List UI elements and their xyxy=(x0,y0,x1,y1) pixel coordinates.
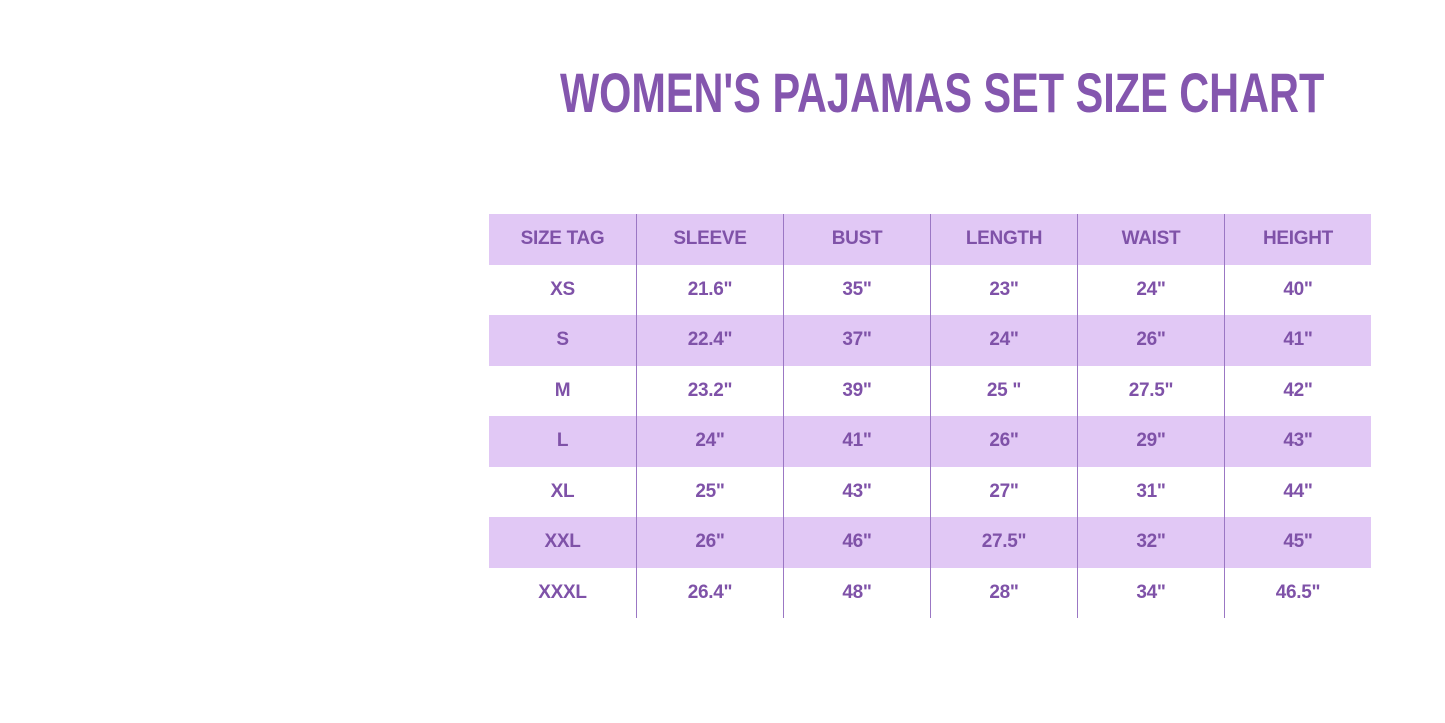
table-cell: 26" xyxy=(636,517,783,568)
table-cell: 42" xyxy=(1224,365,1371,416)
table-cell: 23.2" xyxy=(636,365,783,416)
table-cell: 28" xyxy=(930,567,1077,618)
header-cell: HEIGHT xyxy=(1224,214,1371,265)
table-cell: XL xyxy=(550,480,575,502)
table-cell: 25" xyxy=(636,466,783,517)
page-title: WOMEN'S PAJAMAS SET SIZE CHART xyxy=(560,61,1325,124)
table-cell: 45" xyxy=(1224,517,1371,568)
table-cell: 48" xyxy=(783,567,930,618)
table-cell: XS xyxy=(550,278,575,300)
header-cell: SLEEVE xyxy=(636,214,783,265)
table-cell: XXL xyxy=(544,531,581,553)
table-cell: XXXL xyxy=(538,581,587,603)
table-cell: 27.5" xyxy=(930,517,1077,568)
table-cell: 27.5" xyxy=(1077,365,1224,416)
size-table: SIZE TAG SLEEVE BUST LENGTH WAIST HEIGHT XS 21.… xyxy=(489,214,1371,618)
table-cell: 34" xyxy=(1077,567,1224,618)
table-cell: 22.4" xyxy=(636,315,783,366)
table-cell: 26" xyxy=(930,416,1077,467)
table-cell: 43" xyxy=(1224,416,1371,467)
header-row: SIZE TAG SLEEVE BUST LENGTH WAIST HEIGHT xyxy=(489,214,1371,265)
table-cell: 46.5" xyxy=(1224,567,1371,618)
table-cell: 26.4" xyxy=(636,567,783,618)
table-cell: 24" xyxy=(636,416,783,467)
table-row: S 22.4" 37" 24" 26" 41" xyxy=(489,315,1371,366)
table-cell: M xyxy=(554,379,571,401)
table-cell: 41" xyxy=(783,416,930,467)
table-row: XXL 26" 46" 27.5" 32" 45" xyxy=(489,517,1371,568)
table-cell: 26" xyxy=(1077,315,1224,366)
table-row: L 24" 41" 26" 29" 43" xyxy=(489,416,1371,467)
table-row: XS 21.6" 35" 23" 24" 40" xyxy=(489,264,1371,315)
header-cell: WAIST xyxy=(1077,214,1224,265)
table-cell: 27" xyxy=(930,466,1077,517)
table-cell: 37" xyxy=(783,315,930,366)
table-cell: 24" xyxy=(1077,264,1224,315)
table-cell: 24" xyxy=(930,315,1077,366)
table-cell: 32" xyxy=(1077,517,1224,568)
table-row: M 23.2" 39" 25 " 27.5" 42" xyxy=(489,365,1371,416)
table-cell: 46" xyxy=(783,517,930,568)
table-cell: 41" xyxy=(1224,315,1371,366)
table-cell: 44" xyxy=(1224,466,1371,517)
header-cell: LENGTH xyxy=(930,214,1077,265)
table-cell: 31" xyxy=(1077,466,1224,517)
table-cell: S xyxy=(556,329,569,351)
table-cell: 40" xyxy=(1224,264,1371,315)
table-row: XXXL 26.4" 48" 28" 34" 46.5" xyxy=(489,567,1371,618)
table-cell: 21.6" xyxy=(636,264,783,315)
table-cell: 29" xyxy=(1077,416,1224,467)
table-cell: 43" xyxy=(783,466,930,517)
table-cell: 35" xyxy=(783,264,930,315)
table-cell: 25 " xyxy=(930,365,1077,416)
table-cell: L xyxy=(556,430,569,452)
table-cell: 23" xyxy=(930,264,1077,315)
header-cell: SIZE TAG xyxy=(520,228,605,250)
table-cell: 39" xyxy=(783,365,930,416)
header-cell: BUST xyxy=(783,214,930,265)
table-row: XL 25" 43" 27" 31" 44" xyxy=(489,466,1371,517)
